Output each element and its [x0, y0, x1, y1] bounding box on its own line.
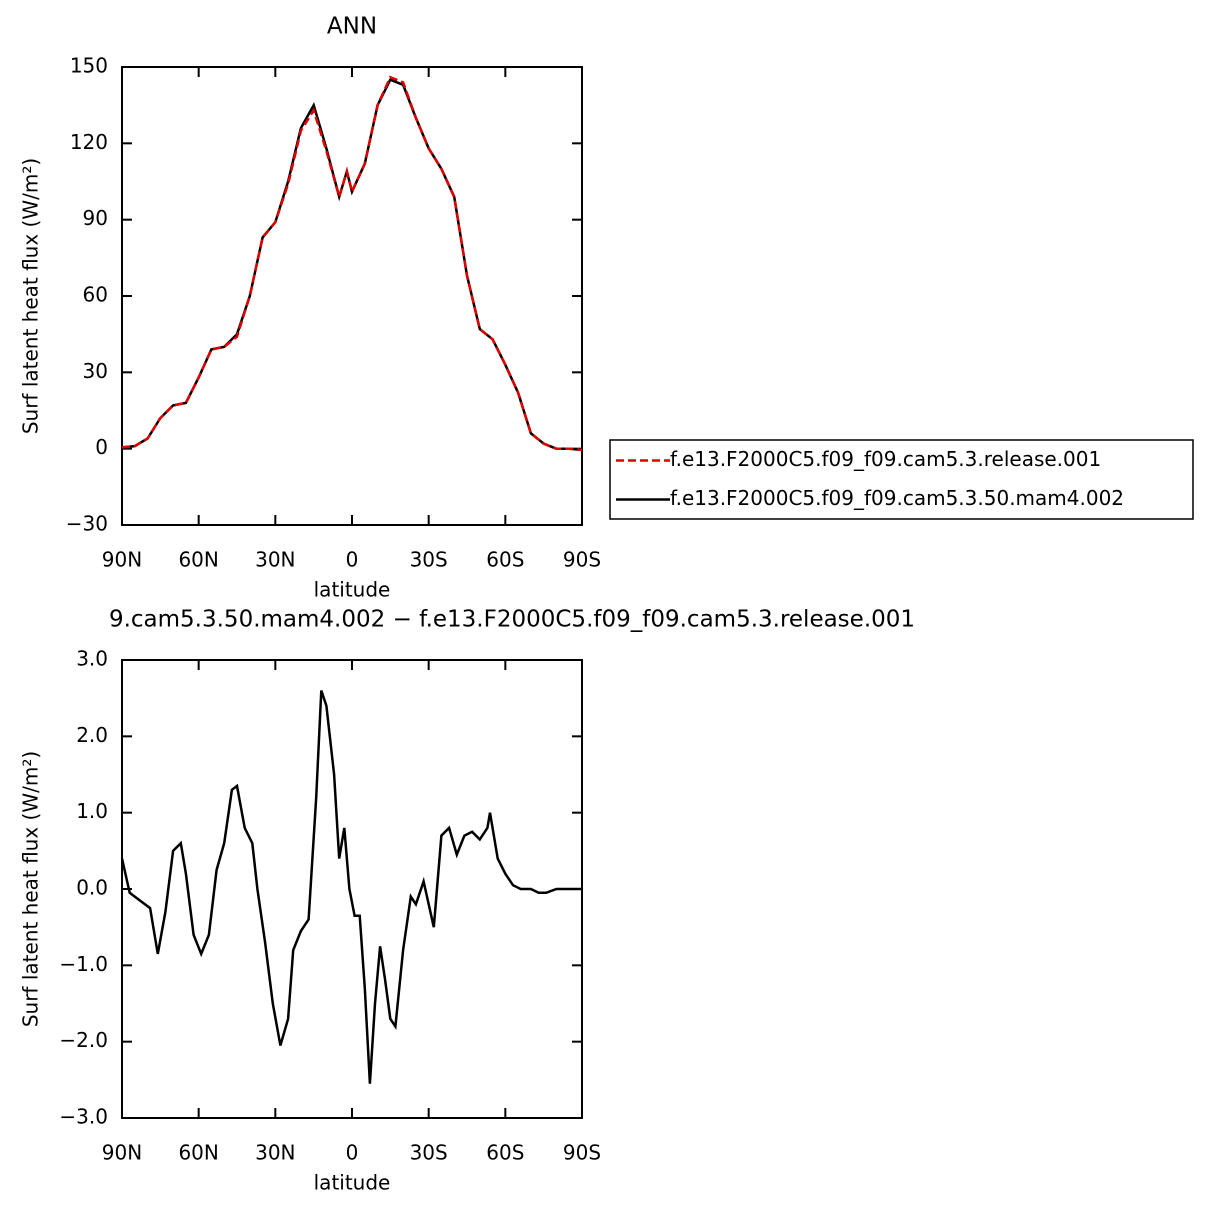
- data-line: [121, 78, 583, 452]
- y-tick-label: −30: [66, 512, 108, 536]
- x-tick-label: 60N: [178, 548, 218, 572]
- x-tick-label: 30N: [255, 1141, 295, 1165]
- x-tick-label: 60N: [178, 1141, 218, 1165]
- y-tick-label: −3.0: [59, 1105, 108, 1129]
- y-tick-label: 0.0: [76, 876, 108, 900]
- x-tick-label: 60S: [486, 1141, 524, 1165]
- y-tick-label: −2.0: [59, 1028, 108, 1052]
- y-axis-label: Surf latent heat flux (W/m²): [19, 158, 43, 434]
- legend-label: f.e13.F2000C5.f09_f09.cam5.3.50.mam4.002: [670, 486, 1124, 510]
- y-tick-label: −1.0: [59, 952, 108, 976]
- x-axis-label: latitude: [314, 1171, 391, 1195]
- x-tick-label: 60S: [486, 548, 524, 572]
- x-tick-label: 90N: [102, 1141, 142, 1165]
- y-tick-label: 150: [70, 54, 108, 78]
- x-tick-label: 30S: [410, 548, 448, 572]
- data-line: [120, 690, 582, 1084]
- data-line: [121, 75, 583, 452]
- x-tick-label: 90S: [563, 1141, 601, 1165]
- y-tick-label: 1.0: [76, 799, 108, 823]
- y-tick-label: 30: [83, 359, 108, 383]
- x-tick-label: 30N: [255, 548, 295, 572]
- y-tick-label: 3.0: [76, 647, 108, 671]
- x-tick-label: 0: [346, 548, 359, 572]
- y-tick-label: 0: [95, 435, 108, 459]
- y-axis-label: Surf latent heat flux (W/m²): [19, 751, 43, 1027]
- chart-title: ANN: [327, 14, 377, 40]
- x-tick-label: 90N: [102, 548, 142, 572]
- y-tick-label: 2.0: [76, 723, 108, 747]
- y-tick-label: 90: [83, 206, 108, 230]
- legend-label: f.e13.F2000C5.f09_f09.cam5.3.release.001: [670, 447, 1101, 471]
- legend-box: [609, 439, 1194, 520]
- chart-title: 9.cam5.3.50.mam4.002 − f.e13.F2000C5.f09…: [109, 607, 915, 633]
- x-tick-label: 90S: [563, 548, 601, 572]
- plot-frame: [121, 659, 583, 1119]
- x-tick-label: 30S: [410, 1141, 448, 1165]
- plot-frame: [121, 66, 583, 526]
- x-axis-label: latitude: [314, 578, 391, 602]
- y-tick-label: 120: [70, 130, 108, 154]
- y-tick-label: 60: [83, 283, 108, 307]
- x-tick-label: 0: [346, 1141, 359, 1165]
